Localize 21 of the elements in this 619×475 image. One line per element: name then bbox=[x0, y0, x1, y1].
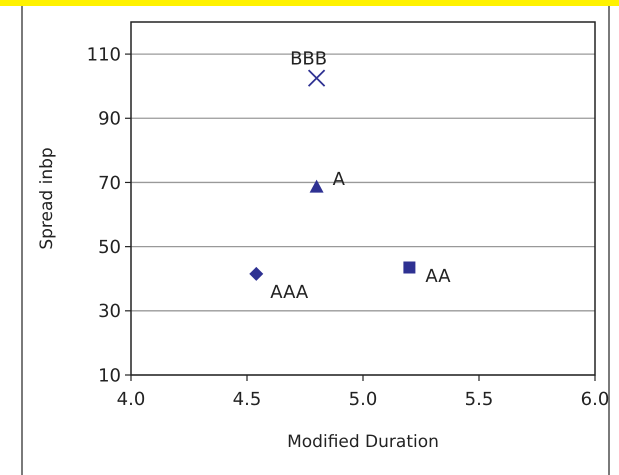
y-tick-label: 110 bbox=[86, 44, 121, 66]
series-label: A bbox=[332, 168, 346, 190]
series-label: AAA bbox=[270, 282, 309, 304]
x-tick-label: 4.0 bbox=[116, 389, 146, 410]
point bbox=[310, 180, 324, 193]
x-tick-label: 5.5 bbox=[464, 389, 494, 410]
y-tick-label: 70 bbox=[98, 172, 121, 194]
series-label: AA bbox=[425, 266, 452, 287]
y-axis-title: Spread inbp bbox=[37, 147, 57, 250]
x-tick-label: 6.0 bbox=[580, 389, 610, 410]
y-tick-label: 90 bbox=[98, 108, 121, 130]
x-axis-title: Modified Duration bbox=[287, 432, 439, 452]
x-tick-label: 4.5 bbox=[232, 389, 262, 410]
x-tick-label: 5.0 bbox=[348, 389, 378, 410]
series-label: BBB bbox=[290, 48, 328, 70]
y-tick-label: 30 bbox=[98, 301, 121, 322]
point bbox=[249, 266, 264, 281]
point bbox=[308, 69, 326, 88]
y-tick-label: 10 bbox=[98, 365, 121, 386]
point bbox=[403, 261, 416, 274]
y-tick-label: 50 bbox=[98, 236, 121, 258]
